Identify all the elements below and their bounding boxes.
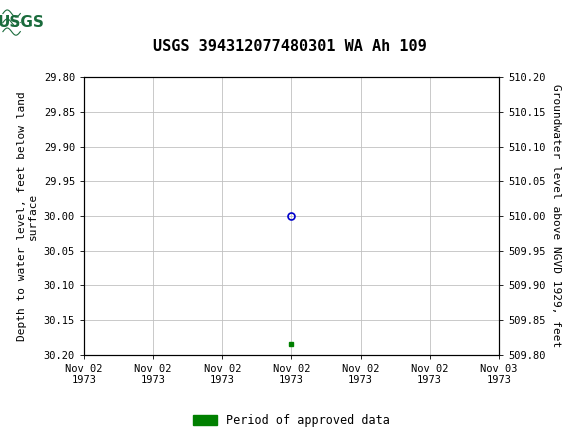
Text: ≈USGS: ≈USGS [13,14,84,31]
Text: USGS: USGS [0,15,45,30]
Text: USGS 394312077480301 WA Ah 109: USGS 394312077480301 WA Ah 109 [153,39,427,54]
Y-axis label: Groundwater level above NGVD 1929, feet: Groundwater level above NGVD 1929, feet [551,84,561,348]
Y-axis label: Depth to water level, feet below land
surface: Depth to water level, feet below land su… [17,91,38,341]
Bar [2,4,40,41]
Legend: Period of approved data: Period of approved data [188,410,394,430]
